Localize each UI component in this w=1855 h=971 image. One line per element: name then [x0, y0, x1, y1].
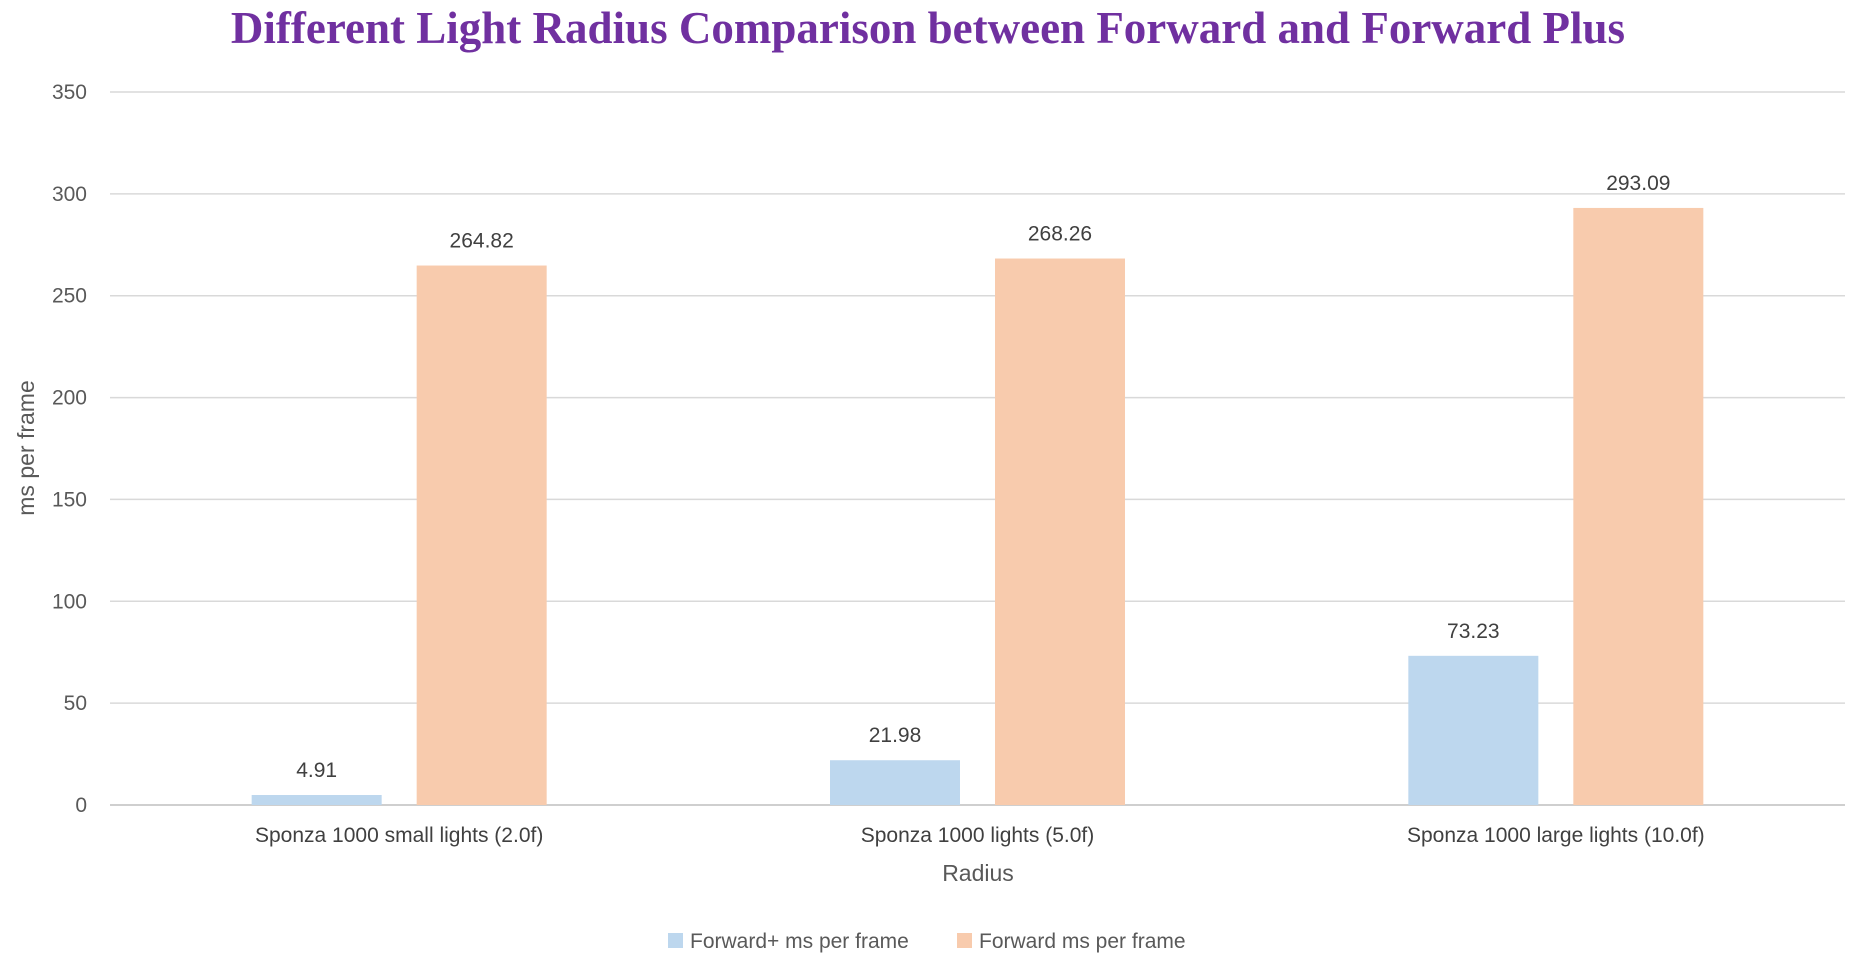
- x-category-label: Sponza 1000 small lights (2.0f): [255, 824, 543, 847]
- y-tick-label: 50: [64, 692, 87, 715]
- y-tick-label: 100: [52, 590, 87, 613]
- bar: [251, 794, 382, 805]
- legend-label: Forward ms per frame: [979, 930, 1186, 953]
- chart-title: Different Light Radius Comparison betwee…: [231, 3, 1625, 53]
- data-label: 73.23: [1447, 620, 1500, 643]
- data-label: 268.26: [1028, 223, 1092, 246]
- x-axis-title: Radius: [942, 860, 1014, 886]
- legend-label: Forward+ ms per frame: [690, 930, 909, 953]
- legend-swatch: [668, 933, 683, 948]
- gridlines: [110, 91, 1845, 806]
- y-tick-label: 0: [75, 794, 87, 817]
- legend-swatch: [957, 933, 972, 948]
- y-tick-label: 150: [52, 488, 87, 511]
- y-tick-label: 250: [52, 285, 87, 308]
- data-label: 264.82: [450, 230, 514, 253]
- data-label: 21.98: [869, 724, 922, 747]
- y-tick-label: 300: [52, 183, 87, 206]
- y-tick-label: 350: [52, 81, 87, 104]
- x-axis-categories: Sponza 1000 small lights (2.0f) Sponza 10…: [255, 824, 1705, 847]
- data-label: 293.09: [1606, 172, 1670, 195]
- data-labels: 4.91 264.82 21.98 268.26 73.23 293.09: [296, 172, 1670, 782]
- x-category-label: Sponza 1000 large lights (10.0f): [1407, 824, 1705, 847]
- bar: [1573, 207, 1704, 805]
- x-category-label: Sponza 1000 lights (5.0f): [861, 824, 1094, 847]
- y-axis-title: ms per frame: [13, 380, 39, 515]
- bars: [251, 207, 1704, 806]
- data-label: 4.91: [296, 759, 337, 782]
- y-axis-ticks: 0 50 100 150 200 250 300 350: [52, 81, 87, 817]
- y-tick-label: 200: [52, 387, 87, 410]
- bar: [830, 760, 960, 805]
- bar: [1408, 655, 1539, 805]
- bar: [995, 258, 1125, 805]
- legend: Forward+ ms per frame Forward ms per fram…: [668, 930, 1186, 953]
- bar: [416, 265, 547, 806]
